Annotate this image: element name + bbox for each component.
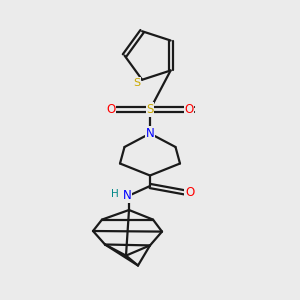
Text: O: O bbox=[184, 103, 194, 116]
Text: O: O bbox=[185, 186, 194, 199]
Text: S: S bbox=[133, 78, 140, 88]
Text: N: N bbox=[146, 127, 154, 140]
Text: H: H bbox=[111, 189, 119, 199]
Text: S: S bbox=[146, 103, 154, 116]
Text: O: O bbox=[106, 103, 116, 116]
Text: N: N bbox=[123, 189, 132, 202]
